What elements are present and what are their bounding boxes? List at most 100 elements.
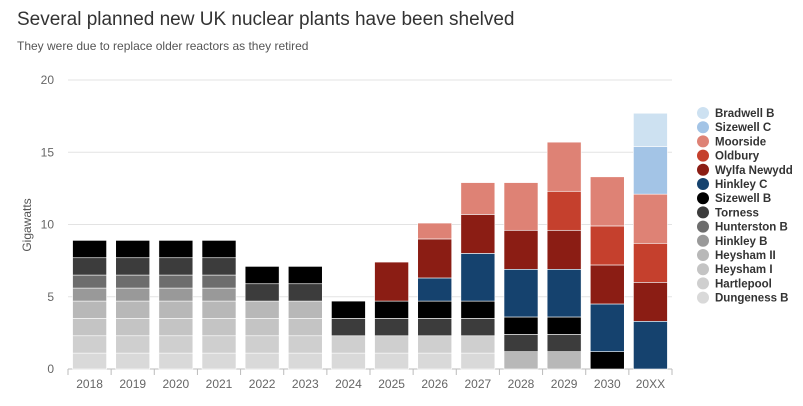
x-tick-label: 2030 (594, 377, 621, 391)
legend-label: Wylfa Newydd (715, 165, 793, 177)
legend-item[interactable]: Hartlepool (697, 277, 772, 290)
y-tick-label: 5 (47, 290, 54, 304)
bar-segment (503, 182, 539, 231)
bar-segment (633, 112, 668, 147)
bar-segment (72, 352, 107, 370)
x-tick-label: 2027 (465, 377, 492, 391)
x-axis: 2018 2019 2020 2021 2022 2023 2024 2025 2026 2027… (67, 369, 673, 391)
y-tick-label: 10 (41, 218, 55, 232)
bar-segment (546, 229, 582, 270)
bar-segment (331, 335, 366, 354)
bar-segment (201, 257, 237, 276)
bar-segment (287, 352, 323, 370)
x-tick-label: 2029 (551, 377, 578, 391)
bar-segment (417, 238, 453, 279)
legend-item[interactable]: Dungeness B (697, 291, 789, 305)
bar-segment (115, 240, 151, 259)
bar-segment (417, 300, 453, 319)
y-tick-label: 20 (41, 73, 55, 87)
bar-segment (589, 303, 625, 352)
bar-segment (546, 316, 582, 335)
legend-swatch (697, 220, 709, 233)
bar-segment (158, 335, 194, 354)
legend-label: Hinkley C (715, 179, 767, 191)
legend-item[interactable]: Moorside (697, 135, 766, 148)
bar-segment (503, 351, 539, 370)
legend-item[interactable]: Heysham I (697, 263, 773, 276)
legend-item[interactable]: Sizewell B (697, 192, 771, 205)
y-axis: 0 5 10 15 20 (41, 73, 55, 376)
bar-segment (546, 190, 582, 231)
x-tick-label: 2021 (206, 377, 233, 391)
bar-segment (201, 240, 237, 259)
bar-segment (72, 257, 107, 276)
bar-segment (72, 274, 107, 289)
bar-segment (633, 193, 668, 244)
bar-segment (115, 352, 151, 370)
bar-segment (287, 266, 323, 285)
bar-segment (244, 352, 280, 370)
bar-segment (503, 316, 539, 335)
bar-segment (158, 287, 194, 302)
legend-item[interactable]: Bradwell B (697, 107, 774, 120)
legend-item[interactable]: Hunterston B (697, 220, 788, 234)
legend-swatch (697, 149, 709, 162)
bar-segment (115, 257, 151, 276)
x-tick-label: 2024 (335, 377, 362, 391)
legend-item[interactable]: Wylfa Newydd (697, 163, 793, 177)
bar-segment (287, 300, 323, 319)
legend-label: Sizewell C (715, 122, 771, 134)
bar-segment (589, 225, 625, 266)
legend-label: Hinkley B (715, 236, 767, 248)
legend-item[interactable]: Sizewell C (697, 121, 771, 134)
bar-segment (546, 268, 582, 318)
x-tick-label: 2018 (76, 377, 103, 391)
bar-segment (503, 229, 539, 270)
bar-segment (115, 335, 151, 354)
bar-segment (633, 321, 668, 370)
bar-segment (201, 352, 237, 370)
legend-item[interactable]: Hinkley C (697, 178, 767, 191)
legend-label: Sizewell B (715, 193, 771, 205)
bar-segment (115, 300, 151, 319)
legend-label: Torness (715, 207, 759, 219)
legend-swatch (697, 234, 709, 247)
bar-segment (201, 335, 237, 354)
bar-segment (201, 300, 237, 319)
bar-segment (460, 214, 496, 254)
bar-segment (417, 277, 453, 302)
legend-label: Heysham I (715, 264, 773, 276)
bar-segment (589, 351, 625, 370)
y-tick-label: 15 (41, 145, 55, 159)
x-tick-label: 2025 (378, 377, 405, 391)
bar-segment (287, 283, 323, 302)
x-tick-label: 2026 (421, 377, 448, 391)
bar-segment (417, 335, 453, 354)
bar-segment (633, 242, 668, 283)
x-tick-label: 2023 (292, 377, 319, 391)
chart-subtitle: They were due to replace older reactors … (17, 39, 309, 53)
legend-item[interactable]: Oldbury (697, 149, 760, 163)
legend-item[interactable]: Hinkley B (697, 234, 767, 248)
bar-segment (417, 222, 453, 240)
legend-label: Dungeness B (715, 293, 789, 305)
bar-segment (158, 318, 194, 337)
legend-swatch (697, 192, 709, 205)
x-tick-label: 2019 (119, 377, 146, 391)
bar-segment (460, 300, 496, 319)
legend-swatch (697, 291, 709, 304)
bar-segment (460, 253, 496, 302)
bar-segment (72, 318, 107, 337)
bar-segment (633, 281, 668, 322)
bar-segment (589, 176, 625, 227)
legend-swatch (697, 107, 709, 119)
legend-swatch (697, 263, 709, 276)
bar-segment (331, 300, 366, 319)
legend-swatch (697, 135, 709, 148)
legend-item[interactable]: Torness (697, 206, 759, 219)
bar-segment (374, 261, 409, 302)
bar-segment (633, 146, 668, 195)
legend-item[interactable]: Heysham II (697, 249, 776, 262)
legend-label: Heysham II (715, 250, 776, 262)
